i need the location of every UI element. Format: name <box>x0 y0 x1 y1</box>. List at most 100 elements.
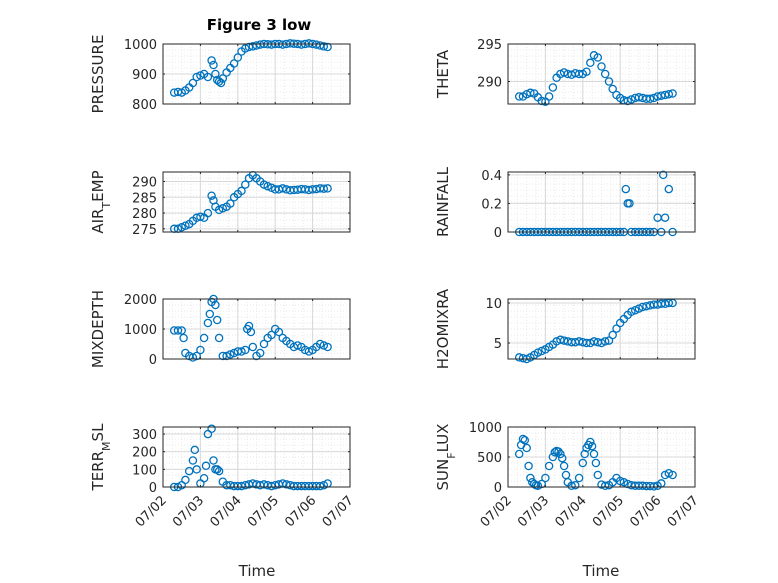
data-point <box>660 213 670 222</box>
data-point <box>627 307 636 317</box>
y-tick-label: 100 <box>132 463 157 478</box>
data-point <box>188 78 198 88</box>
panel-mixdepth: 0 1000 2000 MIXDEPTH <box>89 290 351 368</box>
y-tick-label: 900 <box>132 68 157 83</box>
data-point <box>207 191 216 200</box>
data-point <box>541 473 550 483</box>
data-point <box>548 83 558 92</box>
x-tick-label: 07/03 <box>515 493 552 530</box>
data-point <box>315 481 325 491</box>
data-point <box>218 74 228 83</box>
y-tick-label: 0 <box>149 481 157 496</box>
data-point <box>179 333 188 343</box>
data-point <box>255 348 265 358</box>
data-point <box>522 443 531 453</box>
data-point <box>586 58 595 68</box>
data-point <box>196 345 205 355</box>
data-point <box>604 77 614 86</box>
axes-box <box>507 298 696 360</box>
data-point <box>278 184 287 193</box>
data-point <box>203 208 213 218</box>
data-point <box>209 60 218 70</box>
data-point <box>544 92 554 101</box>
data-point <box>623 479 632 489</box>
axes-box <box>507 43 696 105</box>
data-point <box>615 476 625 486</box>
data-point <box>216 78 226 88</box>
data-point <box>199 333 209 343</box>
data-point <box>203 318 213 328</box>
data-point <box>668 470 677 480</box>
data-point <box>526 88 535 98</box>
data-point <box>608 330 617 340</box>
data-point <box>188 353 198 362</box>
y-tick-label: 1000 <box>124 323 157 338</box>
data-point <box>184 466 194 476</box>
data-point <box>205 309 215 319</box>
y-tick-label: 500 <box>477 451 502 466</box>
y-tick-label: 1000 <box>124 38 157 53</box>
y-axis-label: RAINFALL <box>434 166 452 237</box>
data-point <box>188 456 198 465</box>
data-point <box>190 445 200 455</box>
data-point <box>282 480 291 489</box>
data-point <box>319 184 329 193</box>
y-tick-label: 10 <box>485 297 502 312</box>
data-point <box>241 180 250 189</box>
data-point <box>600 69 610 79</box>
y-tick-label: 300 <box>132 428 157 443</box>
y-tick-label: 5 <box>494 337 502 352</box>
data-point <box>241 345 250 355</box>
y-tick-label: 200 <box>132 446 157 461</box>
x-tick-label: 07/05 <box>590 493 627 530</box>
data-point <box>211 69 220 79</box>
x-tick-label: 07/06 <box>627 493 664 530</box>
data-point <box>514 449 524 459</box>
data-point <box>623 96 632 106</box>
data-point <box>222 351 231 361</box>
data-point <box>587 441 597 451</box>
y-tick-label: 0 <box>494 226 502 241</box>
data-point <box>323 342 332 352</box>
y-tick-label: 275 <box>132 223 157 238</box>
data-point <box>237 347 246 356</box>
panel-theta: 290 295 THETA <box>434 38 696 106</box>
data-point <box>668 89 677 98</box>
data-point <box>567 481 576 491</box>
y-tick-label: 800 <box>132 98 157 113</box>
data-point <box>526 473 535 483</box>
data-point <box>574 473 584 483</box>
data-point <box>544 461 554 471</box>
data-point <box>524 461 533 471</box>
data-point <box>323 184 332 193</box>
data-point <box>209 456 218 465</box>
data-point <box>533 348 543 357</box>
data-point <box>214 466 224 476</box>
axes-box <box>162 426 351 488</box>
data-point <box>600 481 610 491</box>
data-point <box>571 480 580 490</box>
data-point <box>237 186 246 196</box>
y-axis-label: MIXDEPTH <box>89 290 107 368</box>
data-point <box>196 212 205 222</box>
y-axis-label: TERRMSL <box>89 423 113 492</box>
y-tick-label: 0.4 <box>481 169 502 184</box>
data-point <box>181 475 190 485</box>
data-point <box>600 337 610 346</box>
data-point <box>664 184 674 194</box>
data-point <box>244 321 254 331</box>
x-tick-label: 07/06 <box>282 493 319 530</box>
data-point <box>192 465 201 474</box>
data-point <box>212 465 222 474</box>
axes-box <box>507 171 696 233</box>
data-point <box>621 184 631 194</box>
data-point <box>192 72 201 82</box>
figure-title: Figure 3 low <box>207 16 312 34</box>
data-point <box>248 342 258 352</box>
panel-pressure: 800 900 1000 PRESSURE <box>89 35 351 113</box>
data-point <box>201 461 211 471</box>
data-point <box>559 461 569 471</box>
data-point <box>192 351 201 361</box>
y-tick-label: 290 <box>477 76 502 91</box>
data-point <box>554 447 563 456</box>
